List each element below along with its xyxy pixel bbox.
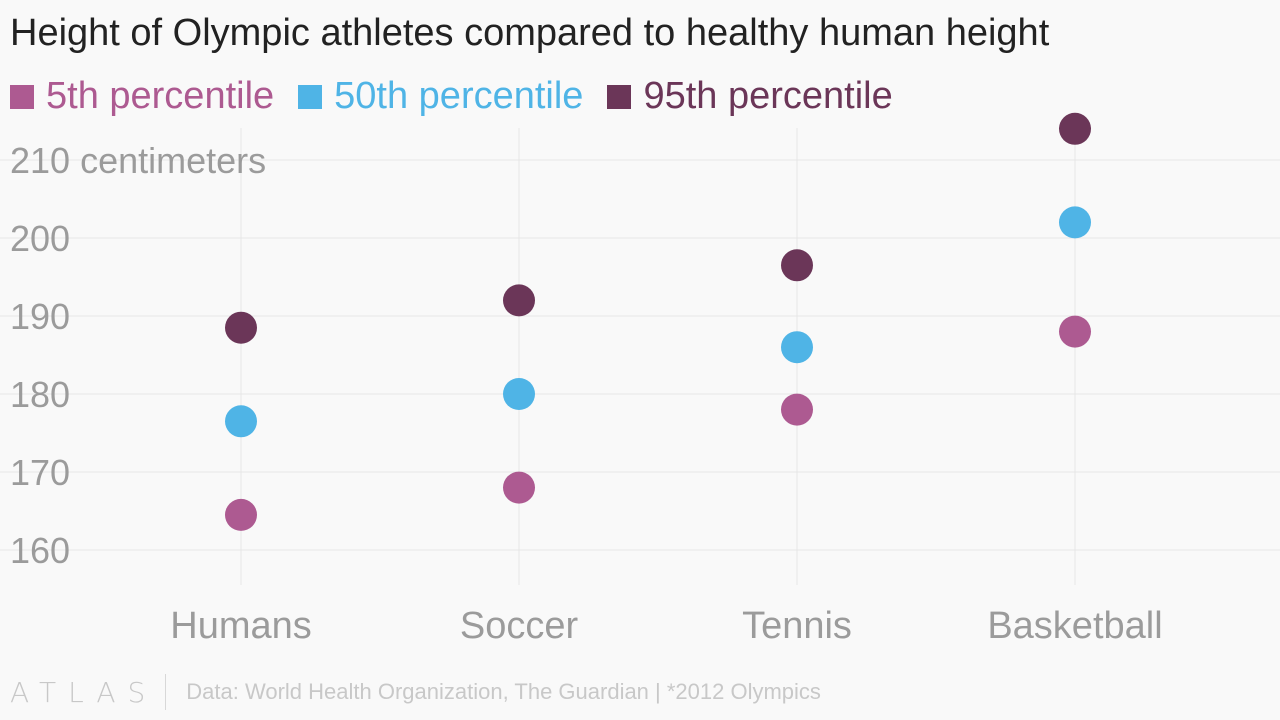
point-95th-tennis bbox=[781, 249, 813, 282]
y-tick-label-170: 170 bbox=[10, 452, 70, 493]
y-tick-label-200: 200 bbox=[10, 218, 70, 259]
point-50th-soccer bbox=[503, 378, 535, 410]
footer-divider bbox=[165, 674, 167, 710]
legend-item-95th: 95th percentile bbox=[607, 75, 893, 118]
legend-label-50th: 50th percentile bbox=[334, 75, 584, 117]
x-tick-label-soccer: Soccer bbox=[460, 605, 579, 647]
y-tick-label-180: 180 bbox=[10, 374, 70, 415]
y-tick-label-210: 210 centimeters bbox=[10, 140, 266, 181]
legend-swatch-5th bbox=[10, 84, 34, 109]
x-tick-label-basketball: Basketball bbox=[987, 605, 1162, 647]
chart-title: Height of Olympic athletes compared to h… bbox=[10, 12, 1050, 54]
legend-swatch-50th bbox=[298, 84, 323, 109]
legend-item-50th: 50th percentile bbox=[298, 75, 583, 118]
y-tick-label-160: 160 bbox=[10, 530, 70, 571]
footer: ATLAS Data: World Health Organization, T… bbox=[10, 672, 821, 712]
legend-item-5th: 5th percentile bbox=[10, 75, 274, 118]
point-5th-humans bbox=[225, 498, 257, 531]
legend-label-5th: 5th percentile bbox=[46, 75, 275, 117]
point-95th-basketball bbox=[1059, 112, 1091, 145]
point-50th-humans bbox=[225, 405, 257, 438]
point-95th-humans bbox=[225, 311, 257, 344]
legend-swatch-95th bbox=[607, 84, 632, 109]
point-5th-soccer bbox=[503, 471, 535, 504]
legend-label-95th: 95th percentile bbox=[643, 75, 893, 117]
point-50th-basketball bbox=[1059, 206, 1091, 239]
source-note: Data: World Health Organization, The Gua… bbox=[186, 679, 821, 704]
point-50th-tennis bbox=[781, 331, 813, 364]
point-5th-basketball bbox=[1059, 315, 1091, 348]
atlas-logo: ATLAS bbox=[10, 675, 158, 709]
y-tick-label-190: 190 bbox=[10, 296, 70, 337]
point-95th-soccer bbox=[503, 284, 535, 317]
x-tick-label-humans: Humans bbox=[170, 605, 312, 647]
x-tick-label-tennis: Tennis bbox=[742, 605, 852, 647]
legend: 5th percentile 50th percentile 95th perc… bbox=[10, 75, 917, 118]
point-5th-tennis bbox=[781, 393, 813, 426]
